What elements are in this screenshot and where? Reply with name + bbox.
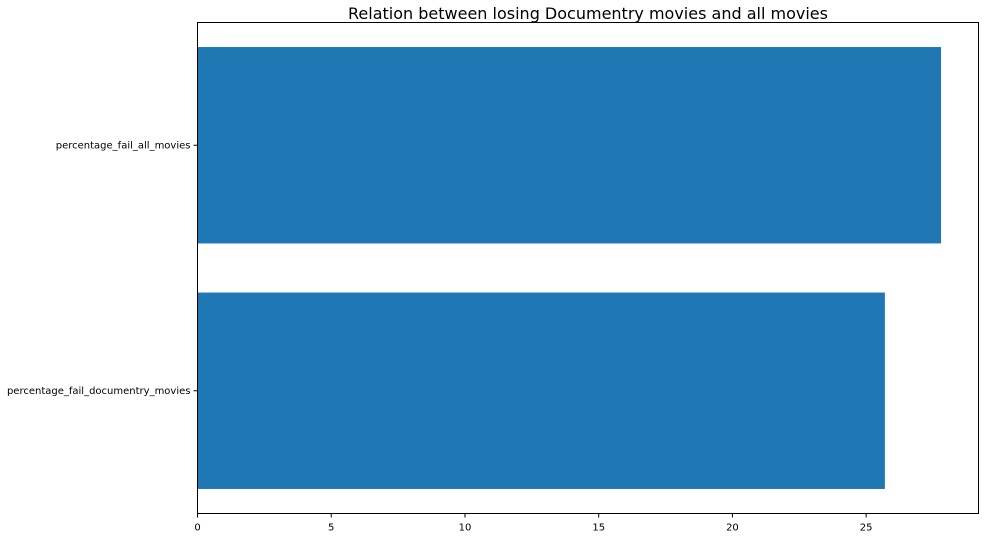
y-tick-label: percentage_fail_documentry_movies — [7, 386, 191, 397]
x-tick-label: 10 — [459, 523, 472, 534]
bars-group — [197, 47, 942, 489]
y-axis-ticks: percentage_fail_all_movies percentage_fai… — [7, 140, 198, 397]
x-axis-ticks: 0 5 10 15 20 25 — [194, 513, 873, 534]
x-tick-label: 5 — [328, 523, 334, 534]
bar-percentage_fail_documentry_movies — [197, 292, 885, 489]
plot-area-frame — [197, 22, 979, 514]
chart-title: Relation between losing Documentry movie… — [348, 4, 828, 23]
x-tick-label: 0 — [194, 523, 200, 534]
y-tick-label: percentage_fail_all_movies — [56, 140, 191, 151]
x-tick-label: 15 — [592, 523, 605, 534]
x-tick-label: 25 — [860, 523, 873, 534]
x-tick-label: 20 — [726, 523, 739, 534]
bar-percentage_fail_all_movies — [197, 47, 942, 244]
